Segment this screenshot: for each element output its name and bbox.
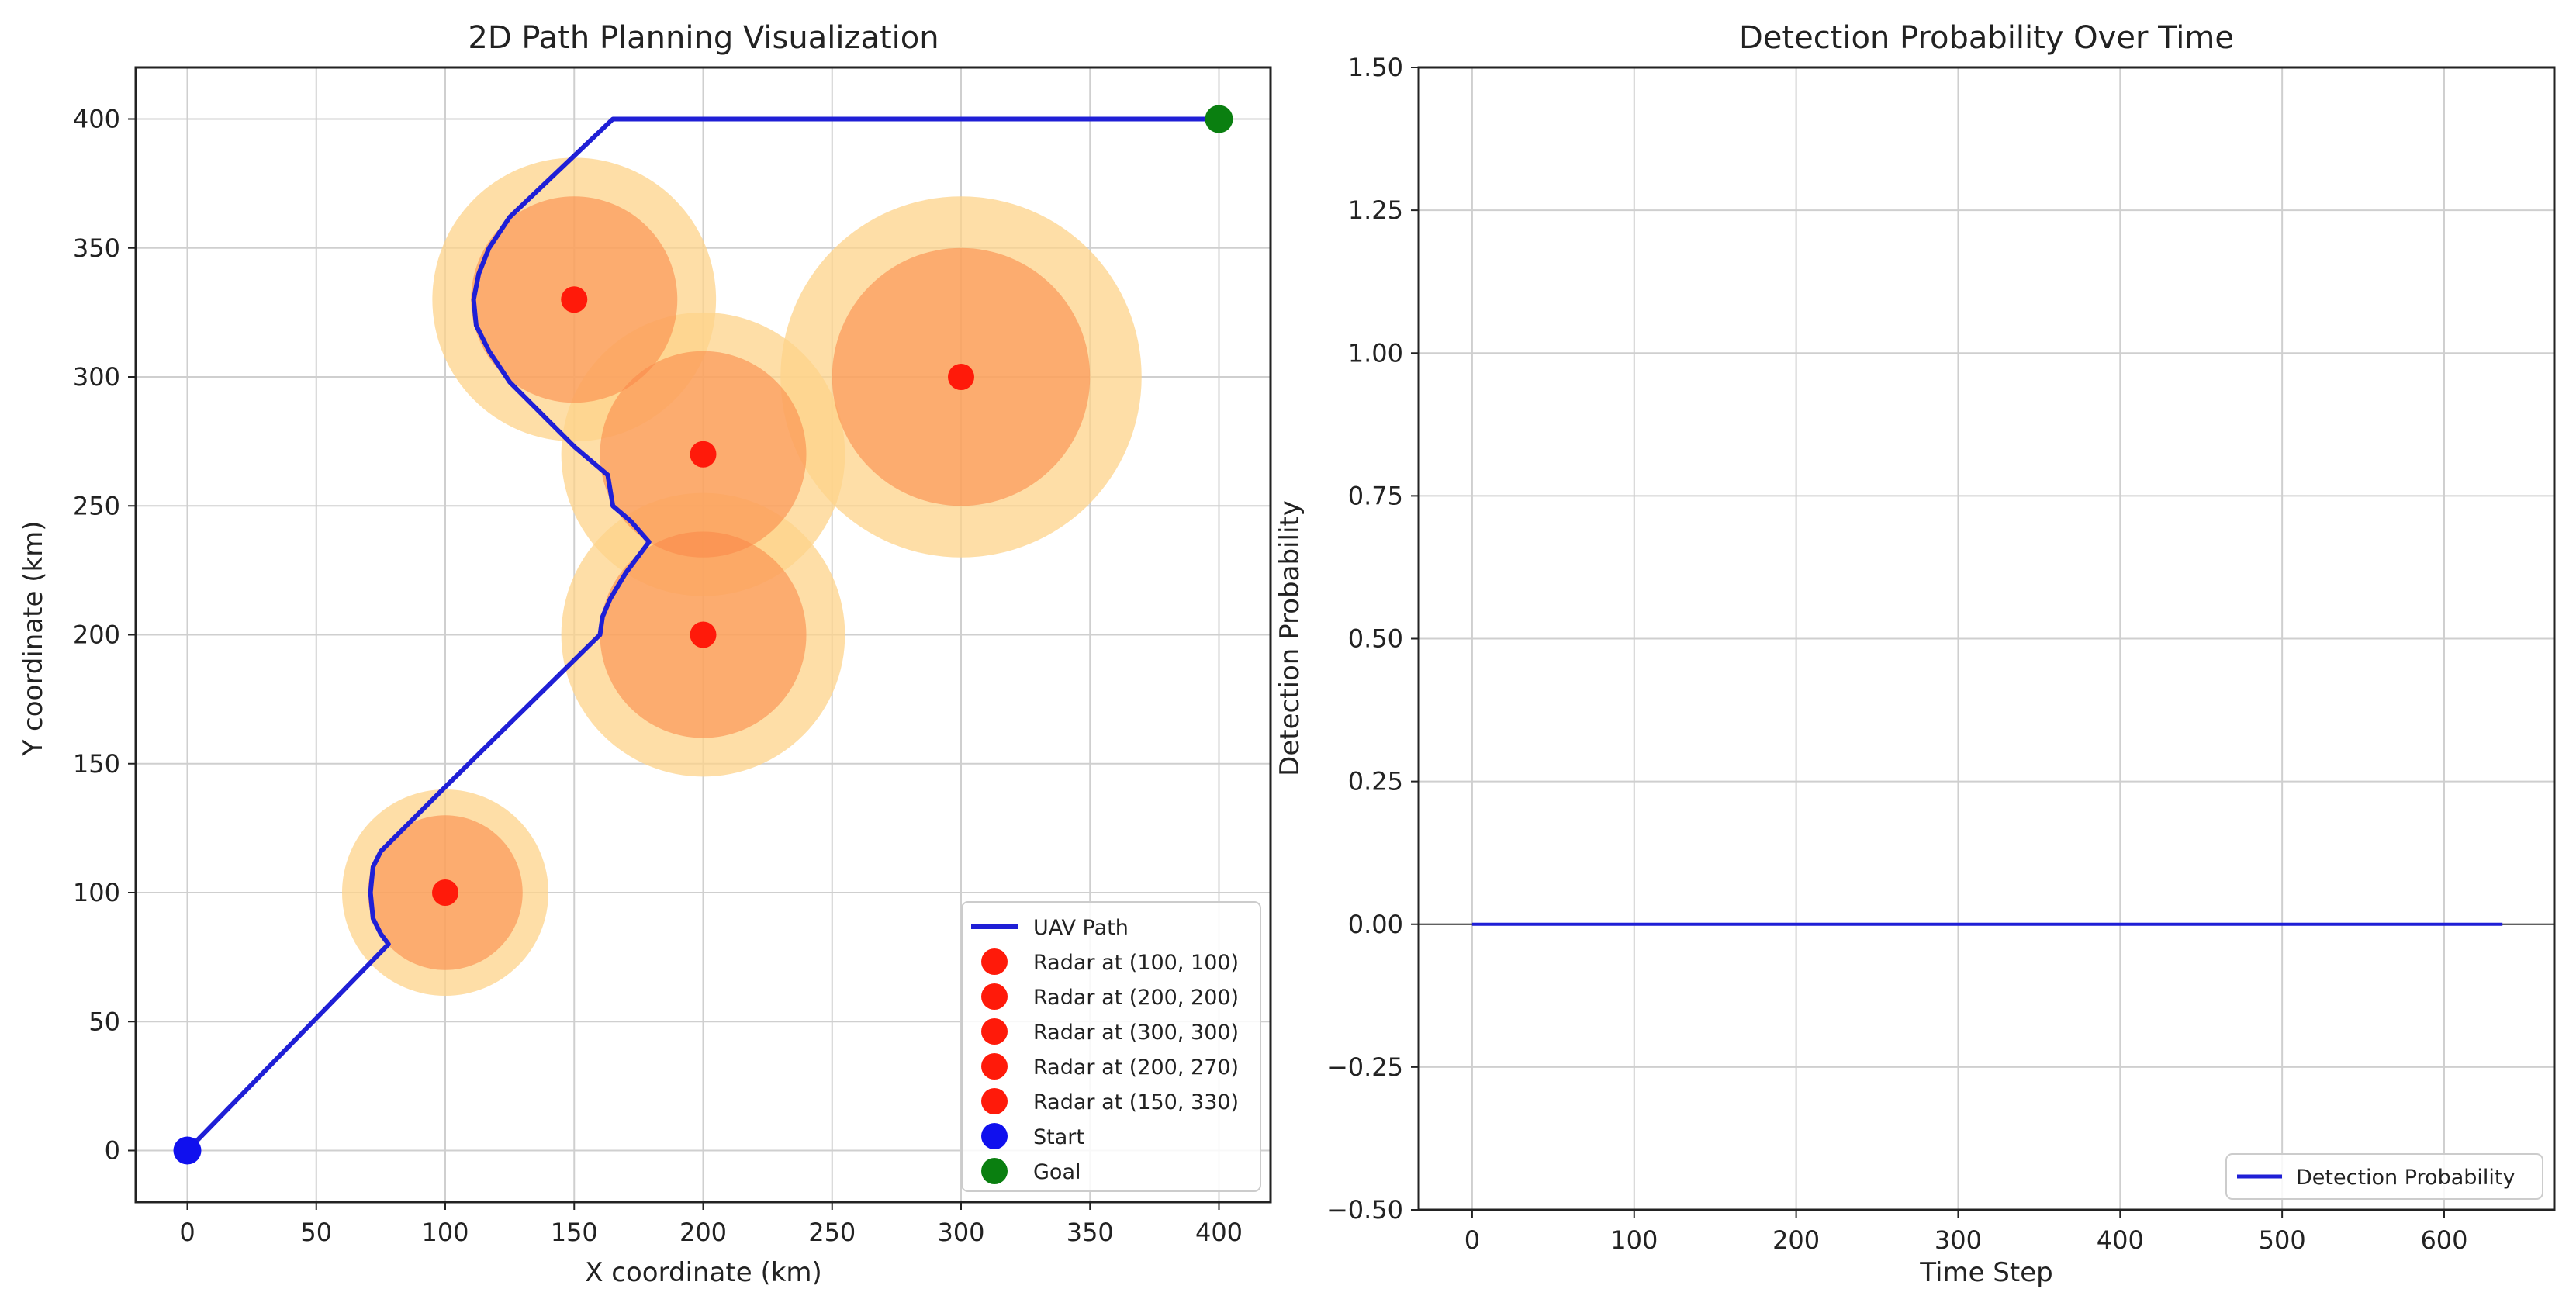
- x-tick-label: 400: [2097, 1225, 2144, 1255]
- x-tick-label: 300: [1935, 1225, 1982, 1255]
- y-tick-label: 1.50: [1348, 53, 1403, 82]
- y-tick-label: 250: [73, 491, 120, 520]
- x-tick-label: 0: [1464, 1225, 1480, 1255]
- x-tick-label: 350: [1067, 1218, 1114, 1247]
- tick-labels: 0 50 100 150 200 250 300 350 400 0 50 100 150 200 250 3…: [73, 105, 1243, 1248]
- x-tick-label: 200: [679, 1218, 727, 1247]
- x-axis-label: X coordinate (km): [585, 1257, 822, 1288]
- x-tick-label: 500: [2259, 1225, 2306, 1255]
- x-tick-label: 250: [808, 1218, 856, 1247]
- legend-radar-swatch: [981, 983, 1008, 1010]
- x-tick-label: 50: [300, 1218, 332, 1247]
- legend-radar-label: Radar at (200, 200): [1033, 986, 1239, 1010]
- y-tick-label: 0: [105, 1136, 120, 1166]
- y-tick-label: −0.25: [1327, 1052, 1403, 1082]
- radar-zones: [342, 157, 1142, 996]
- legend-series-label: Detection Probability: [2296, 1166, 2515, 1190]
- y-tick-label: 0.75: [1348, 481, 1403, 510]
- legend-start-label: Start: [1033, 1125, 1084, 1149]
- y-tick-label: 1.25: [1348, 195, 1403, 225]
- x-tick-label: 200: [1772, 1225, 1820, 1255]
- y-tick-label: 400: [73, 105, 120, 134]
- y-tick-label: 150: [73, 749, 120, 779]
- uav-path-line: [185, 116, 1222, 1153]
- legend-radar-swatch: [981, 1088, 1008, 1114]
- markers: [173, 105, 1233, 1165]
- goal-marker: [1205, 105, 1233, 133]
- legend: UAV Path Radar at (100, 100) Radar at (200…: [961, 901, 1261, 1192]
- chart-title: Detection Probability Over Time: [1739, 20, 2234, 56]
- radar-marker: [948, 364, 974, 390]
- x-axis-label: Time Step: [1919, 1257, 2052, 1288]
- x-tick-label: 400: [1195, 1218, 1243, 1247]
- legend-goal-swatch: [981, 1158, 1008, 1184]
- radar-marker: [561, 286, 588, 313]
- grid: [1419, 67, 2554, 1211]
- x-tick-label: 300: [937, 1218, 984, 1247]
- x-tick-label: 0: [179, 1218, 195, 1247]
- legend-radar-swatch: [981, 948, 1008, 975]
- x-tick-label: 150: [551, 1218, 598, 1247]
- legend-radar-swatch: [981, 1018, 1008, 1045]
- y-axis-label: Detection Probability: [1274, 500, 1305, 776]
- start-marker: [173, 1136, 202, 1165]
- legend-box: [2225, 1153, 2543, 1200]
- y-tick-label: 0.00: [1348, 910, 1403, 939]
- y-tick-label: 50: [88, 1007, 120, 1036]
- legend-path-label: UAV Path: [1033, 916, 1129, 940]
- legend-radar-label: Radar at (300, 300): [1033, 1021, 1239, 1045]
- x-tick-label: 600: [2420, 1225, 2467, 1255]
- uav-path: [185, 116, 1222, 1153]
- y-tick-label: 1.00: [1348, 338, 1403, 368]
- path-planning-chart: 2D Path Planning Visualization X coordin…: [18, 20, 1272, 1288]
- legend-radar-label: Radar at (100, 100): [1033, 951, 1239, 975]
- legend-box: [961, 901, 1261, 1192]
- tick-labels: 0 100 200 300 400 500 600 −0.50 −0.25 0.00 0.25 0.5…: [1327, 53, 2468, 1255]
- detection-probability-chart: Detection Probability Over Time Time Ste…: [1274, 20, 2556, 1288]
- y-tick-label: 0.25: [1348, 767, 1403, 796]
- legend: Detection Probability: [2225, 1153, 2543, 1200]
- x-tick-label: 100: [421, 1218, 469, 1247]
- y-axis-label: Y coordinate (km): [18, 520, 49, 756]
- radar-marker: [690, 621, 717, 648]
- legend-radar-label: Radar at (150, 330): [1033, 1090, 1239, 1114]
- legend-goal-label: Goal: [1033, 1160, 1081, 1184]
- radar-marker: [690, 441, 717, 468]
- chart-title: 2D Path Planning Visualization: [468, 20, 939, 56]
- legend-radar-swatch: [981, 1053, 1008, 1080]
- y-tick-label: 0.50: [1348, 624, 1403, 654]
- y-tick-label: −0.50: [1327, 1195, 1403, 1225]
- y-tick-label: 300: [73, 362, 120, 392]
- legend-start-swatch: [981, 1123, 1008, 1149]
- y-tick-label: 100: [73, 878, 120, 907]
- radar-marker: [432, 879, 458, 906]
- y-tick-label: 350: [73, 233, 120, 263]
- legend-radar-label: Radar at (200, 270): [1033, 1056, 1239, 1080]
- y-tick-label: 200: [73, 620, 120, 650]
- x-tick-label: 100: [1610, 1225, 1658, 1255]
